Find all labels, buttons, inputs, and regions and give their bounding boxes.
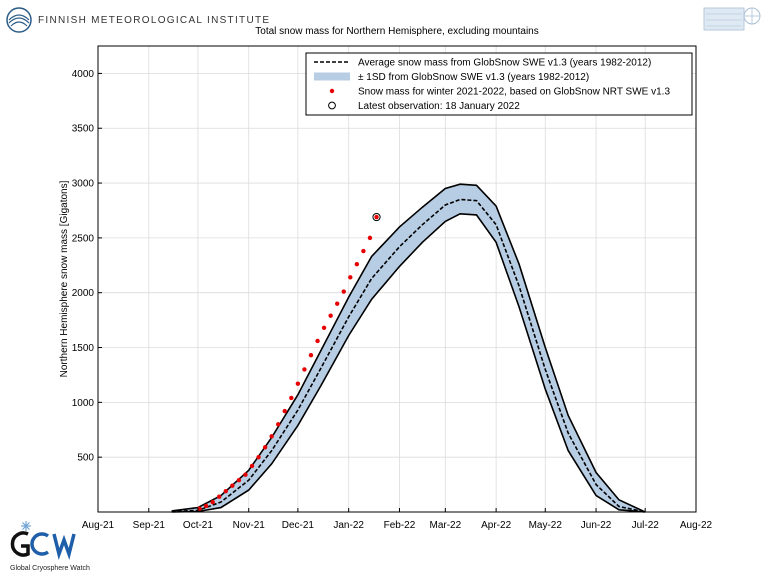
y-axis-label: Northern Hemisphere snow mass [Gigatons] <box>59 180 70 377</box>
legend-latest-swatch <box>328 101 336 110</box>
obs-point <box>328 313 333 318</box>
sd-band-upper-edge <box>171 183 646 513</box>
legend-label: Snow mass for winter 2021-2022, based on… <box>358 87 670 98</box>
obs-point <box>217 494 222 499</box>
y-tick-label: 4000 <box>72 69 95 80</box>
y-tick-label: 3500 <box>72 124 95 135</box>
obs-point <box>210 499 215 505</box>
obs-point <box>374 214 379 220</box>
obs-point <box>354 261 360 267</box>
x-tick-label: Dec-21 <box>282 520 315 531</box>
x-tick-label: May-22 <box>529 520 563 531</box>
x-tick-label: Oct-21 <box>183 520 213 531</box>
x-tick-label: Mar-22 <box>429 520 461 531</box>
obs-point <box>315 338 320 344</box>
obs-point <box>236 478 242 483</box>
legend-box <box>305 52 693 116</box>
legend-label: Average snow mass from GlobSnow SWE v1.3… <box>358 58 651 69</box>
obs-point <box>276 422 281 427</box>
fmi-brand: FINNISH METEOROLOGICAL INSTITUTE <box>6 4 270 36</box>
sd-band-lower-edge <box>171 212 646 513</box>
obs-point <box>282 408 287 414</box>
obs-point <box>308 353 314 358</box>
obs-point <box>230 483 235 488</box>
obs-point <box>223 488 228 494</box>
obs-point <box>348 275 353 280</box>
chart-title: Total snow mass for Northern Hemisphere,… <box>255 26 538 37</box>
x-tick-label: Apr-22 <box>481 520 511 531</box>
obs-point <box>302 367 307 372</box>
y-tick-label: 1500 <box>72 343 95 354</box>
legend-label: ± 1SD from GlobSnow SWE v1.3 (years 1982… <box>358 72 589 83</box>
y-tick-label: 1000 <box>72 398 95 409</box>
y-tick-label: 3000 <box>72 179 95 190</box>
globsnow-logo-icon <box>703 7 761 31</box>
obs-point <box>203 503 209 509</box>
obs-point <box>243 472 248 477</box>
obs-point <box>197 506 202 511</box>
legend-band-swatch <box>314 72 350 81</box>
obs-point <box>269 434 274 439</box>
legend-obs-swatch <box>329 88 335 94</box>
x-tick-label: Jun-22 <box>581 520 612 531</box>
x-tick-label: Aug-22 <box>680 520 713 531</box>
y-tick-label: 2000 <box>72 288 95 299</box>
institute-name: FINNISH METEOROLOGICAL INSTITUTE <box>38 14 271 26</box>
obs-point <box>262 445 268 450</box>
legend-label: Latest observation: 18 January 2022 <box>358 101 520 112</box>
obs-point <box>289 395 294 401</box>
fmi-logo-icon <box>6 7 32 33</box>
x-tick-label: Sep-21 <box>133 520 166 531</box>
obs-point <box>295 381 301 386</box>
plot-frame <box>97 45 697 513</box>
gcw-logo-icon <box>10 521 76 561</box>
sd-band <box>171 184 646 512</box>
obs-point <box>249 463 255 469</box>
x-tick-label: Aug-21 <box>82 520 115 531</box>
obs-point <box>341 289 346 294</box>
x-tick-label: Feb-22 <box>384 520 416 531</box>
obs-point <box>367 235 373 241</box>
obs-point <box>335 301 340 306</box>
latest-observation-marker <box>372 212 381 222</box>
y-tick-label: 500 <box>77 453 94 464</box>
obs-point <box>256 454 261 460</box>
y-tick-label: 2500 <box>72 233 95 244</box>
x-tick-label: Jan-22 <box>333 520 364 531</box>
x-tick-label: Nov-21 <box>233 520 266 531</box>
obs-point <box>361 248 366 254</box>
gcw-tagline: Global Cryosphere Watch <box>10 565 90 572</box>
mean-line <box>171 198 646 513</box>
x-tick-label: Jul-22 <box>632 520 660 531</box>
obs-point <box>321 325 327 330</box>
